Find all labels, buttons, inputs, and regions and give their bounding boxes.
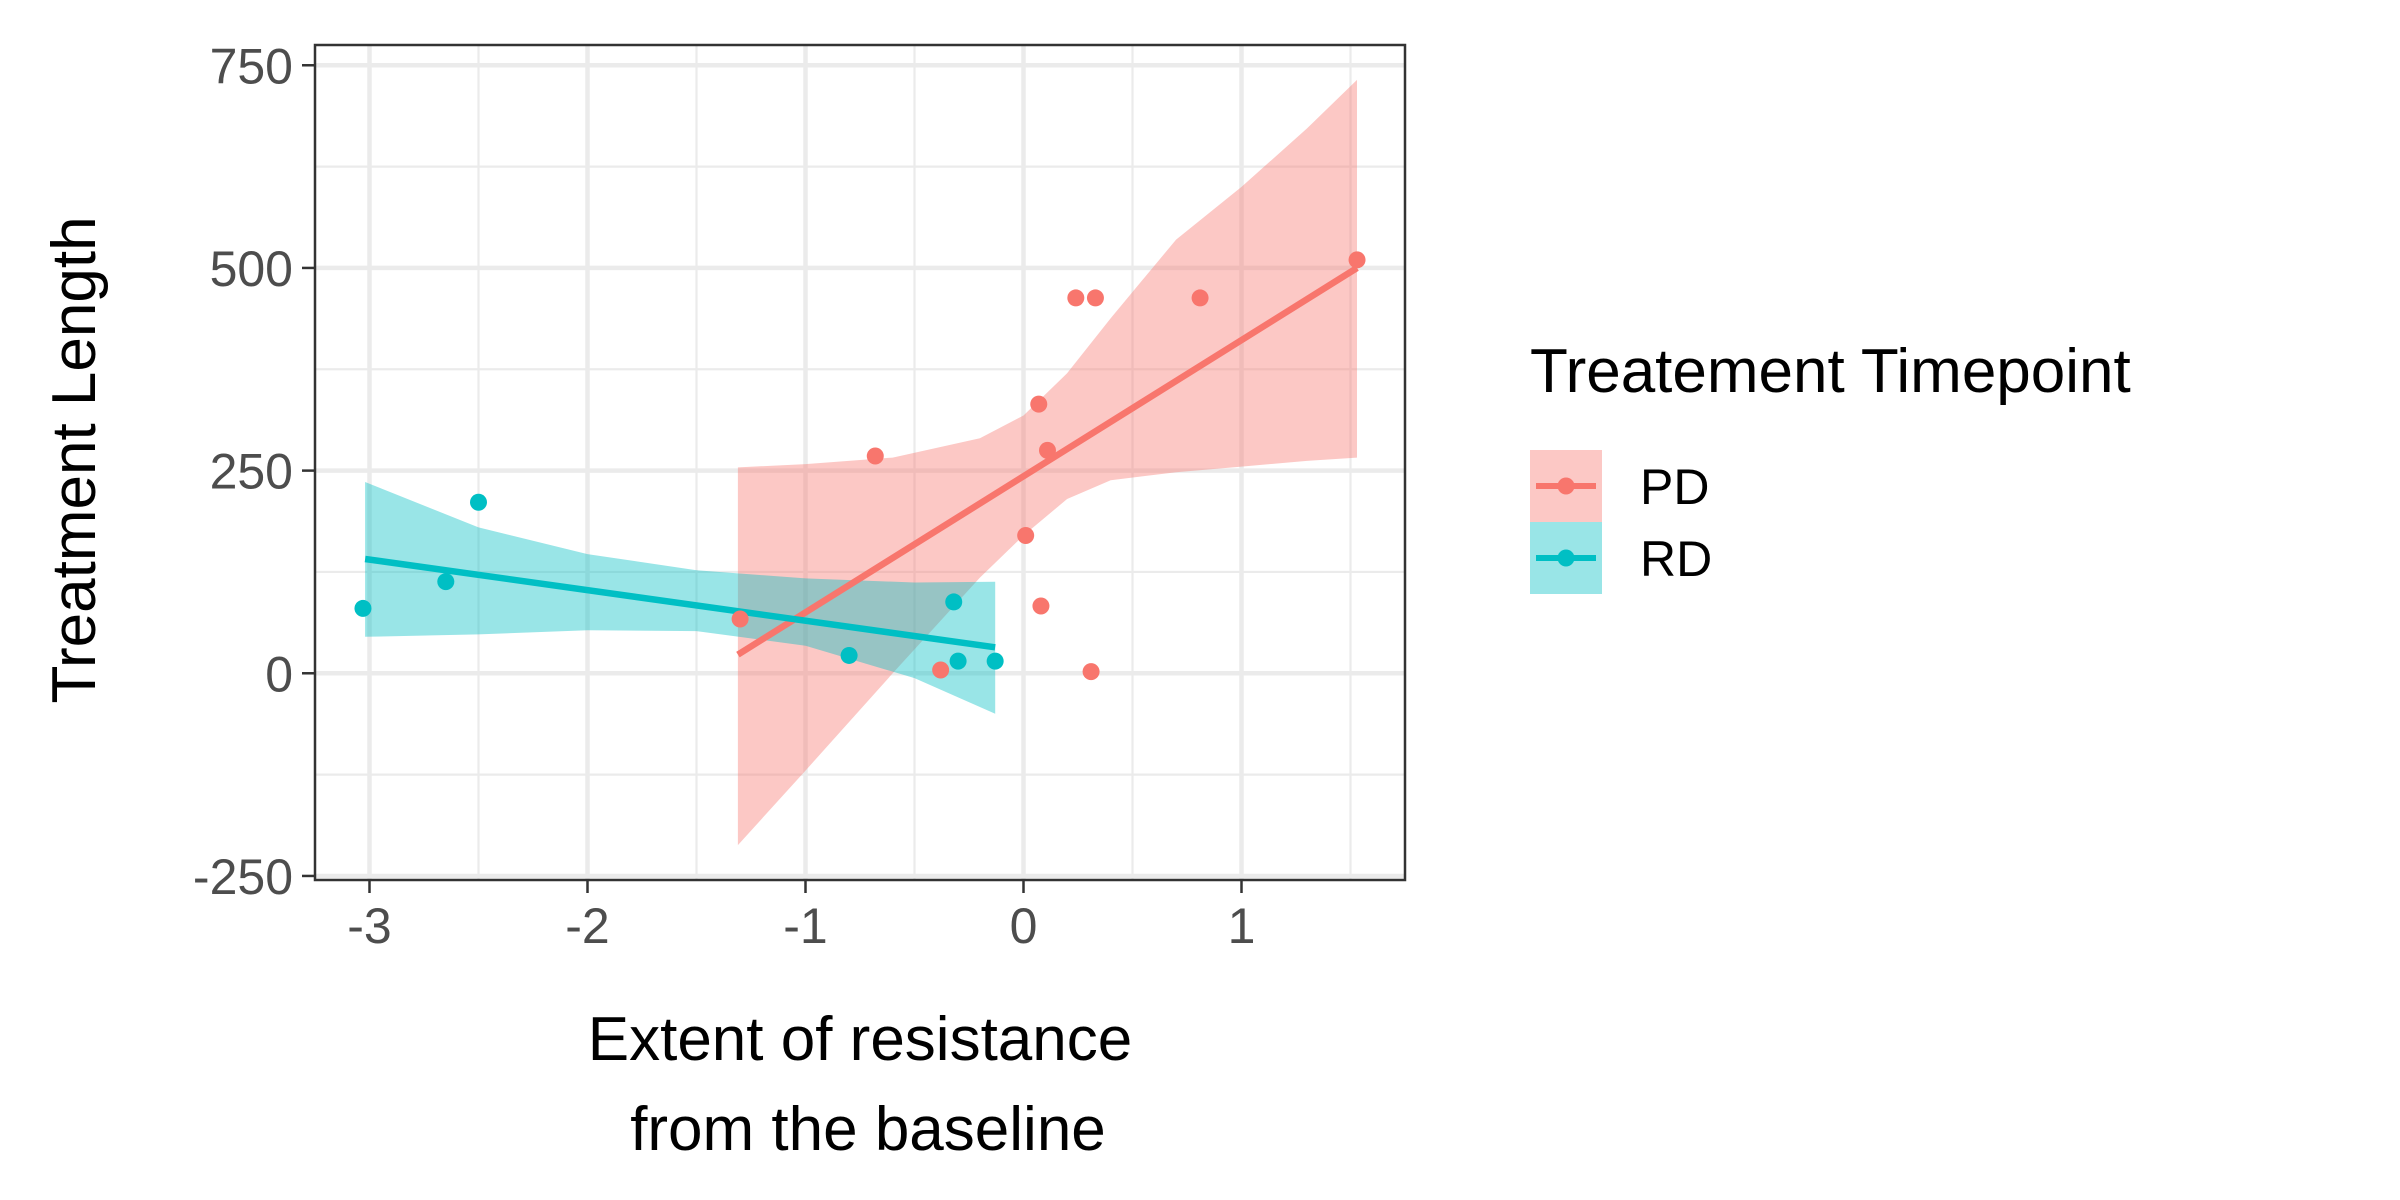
y-axis-title: Treatment Length <box>40 216 109 703</box>
data-points <box>354 251 1366 681</box>
data-point-rd <box>354 599 372 617</box>
x-tick-label: 1 <box>1228 898 1256 954</box>
y-tick-label: 500 <box>210 241 293 297</box>
data-point-pd <box>1082 663 1100 681</box>
data-point-rd <box>840 646 858 664</box>
grid-major <box>315 45 1405 880</box>
y-axis: -250 0 250 500 750 <box>193 38 315 905</box>
data-point-pd <box>1017 526 1035 544</box>
data-point-pd <box>1038 441 1056 459</box>
y-tick-label: -250 <box>193 849 293 905</box>
legend-key-point-rd <box>1557 549 1575 567</box>
regression-lines <box>364 265 1359 658</box>
y-tick-label: 0 <box>265 646 293 702</box>
data-point-rd <box>437 573 455 591</box>
confidence-band-rd <box>365 482 996 714</box>
data-point-rd <box>470 493 487 511</box>
x-tick-label: -2 <box>565 898 609 954</box>
y-tick-label: 250 <box>210 444 293 500</box>
plot-panel-background <box>315 45 1405 880</box>
data-point-pd <box>1032 597 1050 615</box>
x-tick-label: 0 <box>1010 898 1038 954</box>
legend-keys: PD RD <box>1530 450 1712 594</box>
data-point-pd <box>731 610 749 628</box>
data-point-rd <box>945 593 963 611</box>
data-point-rd <box>949 652 967 670</box>
legend-title: Treatement Timepoint <box>1530 337 2131 406</box>
legend: Treatement Timepoint PD RD <box>1530 337 2131 594</box>
x-tick-label: -3 <box>347 898 391 954</box>
data-point-pd <box>1030 395 1048 413</box>
regression-line-rd <box>364 555 996 651</box>
data-point-pd <box>1086 289 1104 307</box>
data-point-pd <box>1191 289 1209 307</box>
x-axis-title-line-1: Extent of resistance <box>588 1005 1133 1074</box>
data-point-pd <box>1348 251 1366 269</box>
regression-line-pd <box>736 265 1359 658</box>
data-point-pd <box>1067 289 1085 307</box>
x-axis: -3 -2 -1 0 1 <box>347 880 1255 954</box>
legend-label-rd: RD <box>1640 531 1712 587</box>
legend-label-pd: PD <box>1640 459 1709 515</box>
x-axis-title-line-2: from the baseline <box>630 1095 1106 1164</box>
x-tick-label: -1 <box>783 898 827 954</box>
plot-panel-border <box>313 43 1407 882</box>
data-point-pd <box>866 447 884 465</box>
data-point-pd <box>932 661 950 679</box>
grid-minor <box>315 45 1405 880</box>
data-point-rd <box>986 652 1004 670</box>
legend-key-point-pd <box>1557 477 1575 495</box>
y-tick-label: 750 <box>210 38 293 94</box>
